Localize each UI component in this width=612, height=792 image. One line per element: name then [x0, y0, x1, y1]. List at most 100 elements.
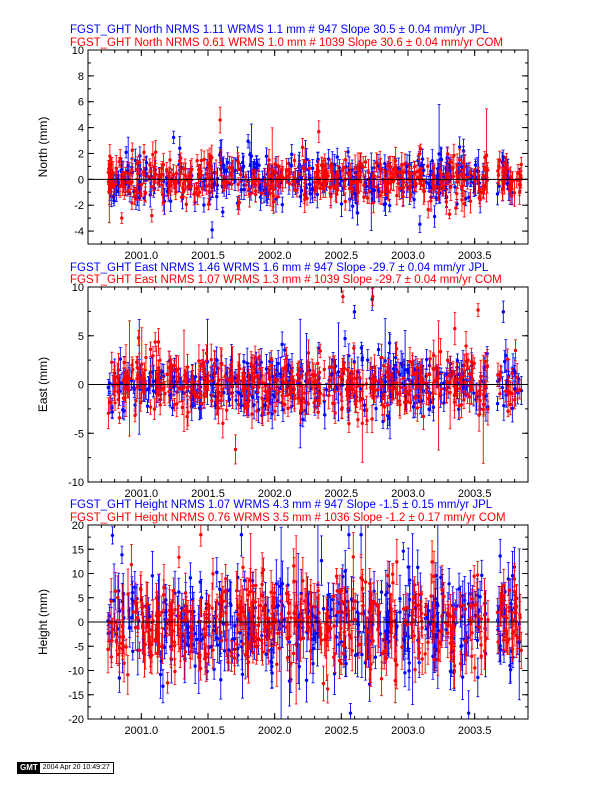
data-point — [154, 150, 158, 154]
data-point — [289, 164, 293, 168]
data-point — [495, 192, 500, 196]
x-tick-label: 2001.0 — [125, 250, 159, 262]
data-point — [181, 189, 186, 194]
data-point — [222, 390, 226, 395]
data-point — [331, 184, 336, 188]
x-tick-label: 2001.5 — [191, 250, 225, 262]
data-point — [141, 169, 146, 174]
data-point — [329, 194, 333, 199]
data-point — [166, 184, 171, 188]
x-tick-label: 2003.5 — [458, 250, 492, 262]
data-point — [270, 412, 274, 416]
data-point — [229, 182, 234, 187]
data-point — [343, 199, 347, 204]
data-point — [128, 181, 132, 185]
data-point — [334, 385, 338, 389]
data-point — [472, 172, 476, 177]
data-point — [221, 181, 225, 186]
data-point — [152, 165, 157, 170]
data-point — [455, 163, 459, 167]
legend-com: FGST_GHT North NRMS 0.61 WRMS 1.0 mm # 1… — [70, 37, 503, 49]
data-point — [149, 169, 153, 173]
data-point — [171, 135, 176, 140]
data-point — [313, 185, 317, 190]
data-point — [374, 406, 378, 411]
data-point — [214, 171, 218, 175]
data-point — [352, 359, 356, 364]
data-point — [426, 164, 430, 168]
data-point — [376, 188, 380, 192]
data-point — [519, 162, 523, 167]
data-point — [280, 202, 285, 207]
data-point — [106, 385, 111, 390]
data-point — [195, 158, 199, 163]
data-point — [321, 163, 325, 167]
data-point — [415, 170, 419, 174]
data-point — [436, 191, 441, 195]
data-point — [467, 195, 471, 199]
data-point — [136, 172, 140, 176]
data-point — [295, 180, 300, 184]
data-point — [361, 165, 365, 169]
data-point — [152, 180, 156, 184]
data-point — [175, 181, 179, 185]
data-point — [264, 367, 269, 371]
data-point — [495, 401, 500, 406]
data-point — [367, 189, 371, 194]
data-point — [517, 190, 522, 195]
data-point — [214, 358, 219, 362]
data-point — [206, 202, 211, 206]
data-point — [384, 183, 388, 188]
data-point — [424, 357, 429, 362]
data-point — [122, 184, 126, 189]
data-point — [456, 175, 460, 179]
data-point — [386, 164, 390, 168]
data-point — [372, 174, 376, 178]
data-point — [353, 166, 357, 171]
data-point — [383, 359, 387, 363]
data-point — [204, 184, 209, 188]
data-point — [346, 171, 350, 175]
data-point — [375, 185, 379, 189]
data-point — [250, 395, 255, 400]
data-point — [439, 157, 444, 162]
data-point — [199, 173, 203, 177]
data-point — [350, 168, 354, 172]
data-point — [441, 185, 445, 189]
data-point — [241, 165, 245, 170]
data-point — [519, 173, 523, 178]
data-point — [303, 197, 307, 202]
data-point — [151, 152, 155, 157]
data-point — [400, 162, 404, 167]
data-point — [275, 195, 280, 199]
data-point — [135, 190, 140, 195]
data-point — [457, 407, 461, 412]
data-point — [168, 158, 172, 162]
data-point — [146, 174, 150, 179]
data-point — [378, 193, 382, 198]
data-point — [496, 173, 501, 178]
data-point — [124, 150, 128, 154]
data-point — [477, 196, 482, 200]
data-point — [428, 172, 433, 177]
data-point — [315, 192, 319, 197]
data-point — [457, 158, 462, 162]
legend-com: FGST_GHT East NRMS 1.07 WRMS 1.3 mm # 10… — [70, 274, 502, 286]
data-point — [307, 166, 312, 171]
data-point — [350, 204, 355, 208]
data-point — [198, 190, 202, 195]
data-point — [391, 179, 396, 183]
data-point — [481, 187, 486, 191]
data-point — [267, 158, 271, 162]
data-point — [401, 181, 405, 185]
data-point — [125, 180, 130, 184]
y-tick-label: -4 — [74, 226, 84, 238]
data-point — [263, 183, 267, 187]
data-point — [165, 167, 169, 172]
data-point — [366, 358, 370, 362]
data-point — [463, 165, 467, 169]
data-point — [432, 214, 437, 219]
data-point — [259, 191, 264, 195]
data-point — [108, 172, 112, 176]
y-tick-label: 10 — [72, 45, 84, 57]
